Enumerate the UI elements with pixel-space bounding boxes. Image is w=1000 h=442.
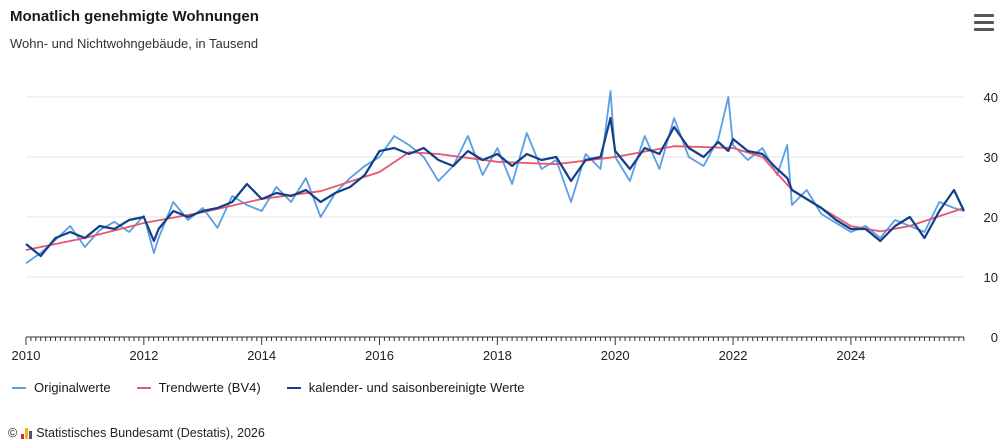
legend-item-trend[interactable]: Trendwerte (BV4) [136,380,261,395]
x-tick-label: 2024 [836,348,865,363]
x-tick-label: 2020 [601,348,630,363]
destatis-logo-icon [21,427,33,439]
x-tick-label: 2010 [12,348,41,363]
copyright-symbol: © [8,426,18,440]
legend-item-original[interactable]: Originalwerte [12,380,111,395]
series-line-2 [25,116,965,258]
series-line-1 [25,145,965,251]
legend-swatch-trend [136,386,151,389]
y-tick-label: 0 [991,330,998,345]
x-tick-label: 2018 [483,348,512,363]
y-tick-label: 40 [984,90,998,105]
x-tick-label: 2014 [247,348,276,363]
y-tick-label: 20 [984,210,998,225]
credit-text: Statistisches Bundesamt (Destatis), 2026 [36,426,265,440]
credit-line: © Statistisches Bundesamt (Destatis), 20… [8,426,265,440]
chart-title: Monatlich genehmigte Wohnungen [10,8,259,25]
y-tick-label: 30 [984,150,998,165]
legend: Originalwerte Trendwerte (BV4) kalender-… [12,380,525,395]
chart-subtitle: Wohn- und Nichtwohngebäude, in Tausend [10,36,259,51]
x-tick-label: 2022 [719,348,748,363]
grid-lines [26,96,964,278]
series-lines [25,90,965,264]
legend-label-trend: Trendwerte (BV4) [158,380,261,395]
x-tick-label: 2016 [365,348,394,363]
legend-item-adjusted[interactable]: kalender- und saisonbereinigte Werte [286,380,525,395]
legend-swatch-adjusted [286,386,301,389]
x-tick-label: 2012 [129,348,158,363]
legend-label-adjusted: kalender- und saisonbereinigte Werte [308,380,525,395]
legend-label-original: Originalwerte [34,380,111,395]
series-line-0 [25,90,965,264]
y-axis: 0 10 20 30 40 [984,90,998,345]
legend-swatch-original [12,386,26,389]
y-tick-label: 10 [984,270,998,285]
hamburger-menu-icon[interactable] [974,14,994,32]
x-axis: 2010 2012 2014 2016 2018 2020 2022 2024 [12,336,965,363]
